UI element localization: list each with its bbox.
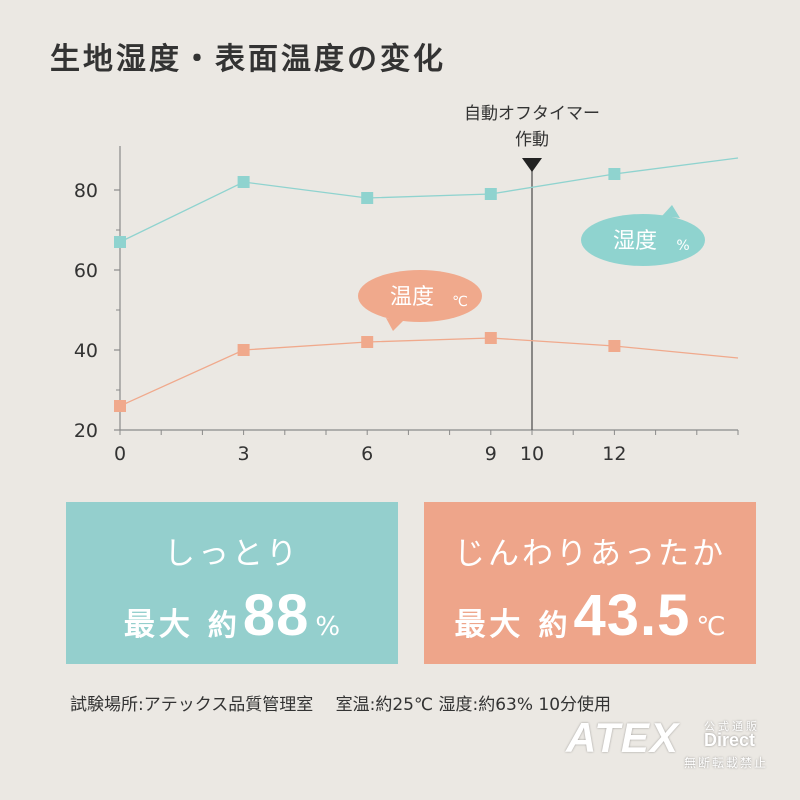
atex-direct-logo: ATEX 公式通販 Direct 無断転載禁止 xyxy=(566,712,780,772)
data-point xyxy=(361,192,374,204)
data-point xyxy=(484,188,497,200)
temperature-max-line: 最大約 43.5 ℃ xyxy=(424,582,756,649)
x-tick-label: 9 xyxy=(485,443,497,465)
series-bubble-1: 温度 ℃ xyxy=(358,270,482,331)
series-bubble-0: 湿度% xyxy=(581,205,705,266)
bubble-tail xyxy=(386,318,404,331)
logo-tag: 公式通販 xyxy=(704,720,760,733)
humidity-max-line: 最大約 88% xyxy=(66,582,398,649)
humidity-card: しっとり 最大約 88% xyxy=(66,502,398,664)
timer-annotation-line2: 作動 xyxy=(515,130,549,150)
temperature-max-value: 43.5 xyxy=(573,583,691,648)
bubble-unit: % xyxy=(676,238,689,254)
humidity-max-unit: % xyxy=(315,612,341,642)
humidity-tagline: しっとり xyxy=(164,536,300,572)
y-tick-label: 80 xyxy=(74,180,98,202)
timer-annotation-line1: 自動オフタイマー xyxy=(464,104,600,124)
y-tick-label: 20 xyxy=(74,420,98,442)
bubble-shape xyxy=(581,214,705,266)
temperature-tagline: じんわりあったか xyxy=(454,536,726,572)
bubble-unit: ℃ xyxy=(452,294,468,310)
logo-brand: ATEX xyxy=(566,714,679,761)
logo-channel: Direct xyxy=(704,730,756,750)
series-line-1 xyxy=(119,337,739,407)
y-tick-label: 40 xyxy=(74,340,98,362)
data-point xyxy=(114,236,126,248)
logo-notice: 無断転載禁止 xyxy=(684,756,769,770)
series-line-0 xyxy=(119,157,739,243)
temperature-approx-label: 約 xyxy=(538,608,568,642)
data-point xyxy=(237,344,250,356)
data-point xyxy=(114,400,126,412)
x-tick-label: 10 xyxy=(520,443,544,465)
x-tick-label: 3 xyxy=(238,443,250,465)
data-point xyxy=(608,340,621,352)
bubble-label: 湿度 xyxy=(613,229,657,254)
temperature-max-unit: ℃ xyxy=(696,612,726,642)
temperature-card: じんわりあったか 最大約 43.5 ℃ xyxy=(424,502,756,664)
bubble-shape xyxy=(358,270,482,322)
data-point xyxy=(484,332,497,344)
x-tick-label: 6 xyxy=(361,443,373,465)
bubble-tail xyxy=(662,205,680,218)
data-point xyxy=(361,336,374,348)
humidity-approx-label: 約 xyxy=(207,608,237,642)
humidity-max-label: 最大 xyxy=(123,607,194,643)
chart-title: 生地湿度・表面温度の変化 xyxy=(50,42,446,77)
data-point xyxy=(608,168,621,180)
x-tick-label: 12 xyxy=(602,443,626,465)
x-tick-label: 0 xyxy=(114,443,126,465)
temperature-max-label: 最大 xyxy=(454,607,525,643)
bubble-label: 温度 xyxy=(390,285,434,310)
data-point xyxy=(237,176,250,188)
humidity-max-value: 88 xyxy=(242,583,310,648)
timer-marker-arrow xyxy=(522,158,542,172)
y-tick-label: 60 xyxy=(74,260,98,282)
test-conditions-note: 試験場所:アテックス品質管理室 室温:約25℃ 湿度:約63% 10分使用 xyxy=(70,695,612,715)
